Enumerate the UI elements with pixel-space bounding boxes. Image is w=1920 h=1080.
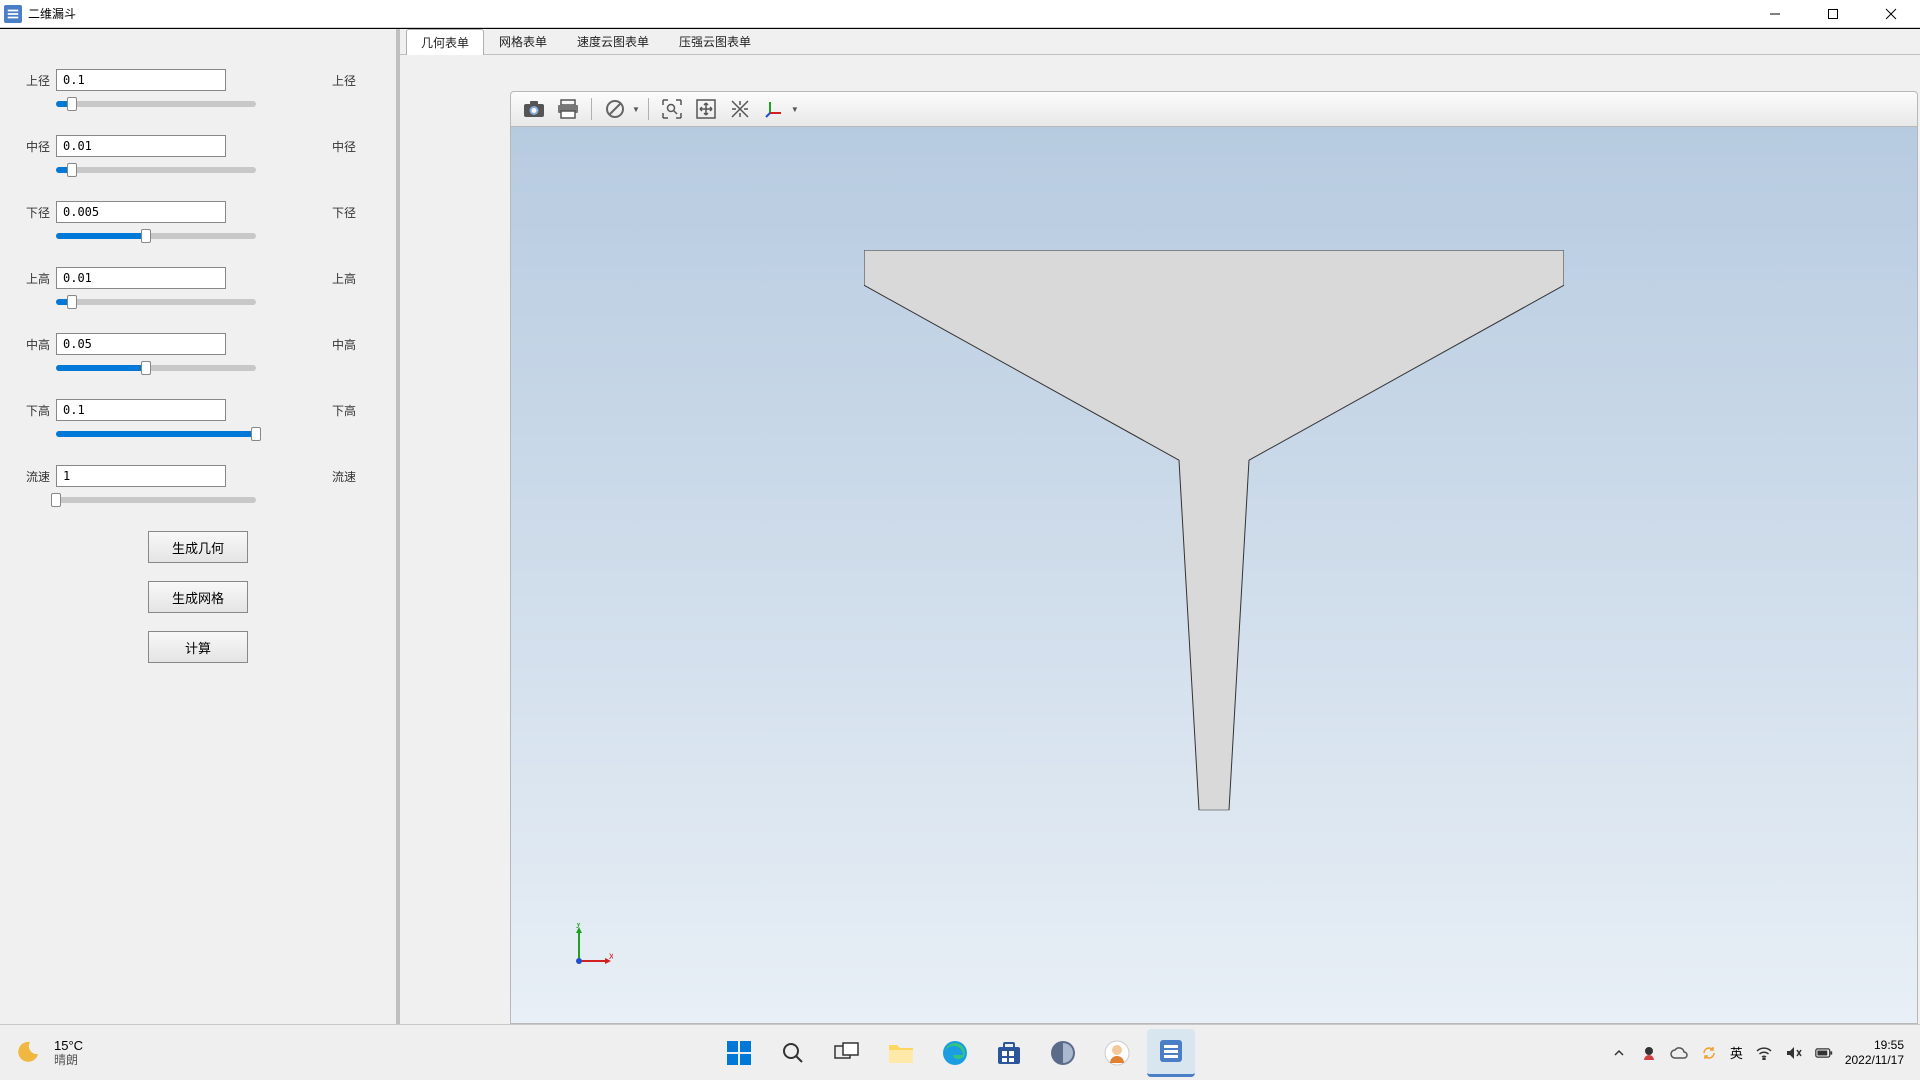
file-explorer-icon[interactable] [877, 1029, 925, 1077]
param-label: 流速 [20, 468, 50, 485]
param-slider-1[interactable] [56, 167, 256, 173]
param-label-right: 下径 [332, 204, 356, 221]
3d-viewport[interactable]: y x [510, 127, 1918, 1024]
param-slider-5[interactable] [56, 431, 256, 437]
param-slider-4[interactable] [56, 365, 256, 371]
param-label: 上高 [20, 270, 50, 287]
weather-widget[interactable]: 15°C 晴朗 [0, 1038, 300, 1068]
param-label-right: 中径 [332, 138, 356, 155]
param-label-right: 上径 [332, 72, 356, 89]
svg-text:x: x [609, 951, 613, 962]
search-button[interactable] [769, 1029, 817, 1077]
param-input-6[interactable] [56, 465, 226, 487]
svg-text:y: y [576, 923, 581, 929]
tab-3[interactable]: 压强云图表单 [664, 28, 766, 55]
edge-browser-icon[interactable] [931, 1029, 979, 1077]
sync-icon[interactable] [1700, 1044, 1718, 1062]
axis-orientation-icon[interactable] [759, 95, 789, 123]
tray-chevron-icon[interactable] [1610, 1044, 1628, 1062]
parameters-panel: 上径 上径 中径 中径 下径 下径 上高 上高 [0, 29, 400, 1024]
weather-description: 晴朗 [54, 1053, 83, 1067]
param-input-2[interactable] [56, 201, 226, 223]
param-label-right: 下高 [332, 402, 356, 419]
battery-icon[interactable] [1815, 1044, 1833, 1062]
fit-view-icon[interactable] [691, 95, 721, 123]
tab-1[interactable]: 网格表单 [484, 28, 562, 55]
axis-gizmo: y x [563, 923, 613, 973]
funnel-geometry [864, 250, 1564, 810]
tab-0[interactable]: 几何表单 [406, 29, 484, 56]
param-slider-6[interactable] [56, 497, 256, 503]
tab-2[interactable]: 速度云图表单 [562, 28, 664, 55]
tabs-bar: 几何表单网格表单速度云图表单压强云图表单 [400, 29, 1920, 55]
param-input-4[interactable] [56, 333, 226, 355]
clock-date: 2022/11/17 [1845, 1053, 1904, 1067]
clock[interactable]: 19:55 2022/11/17 [1845, 1038, 1904, 1067]
window-title: 二维漏斗 [28, 5, 76, 22]
param-input-0[interactable] [56, 69, 226, 91]
ime-indicator[interactable]: 英 [1730, 1044, 1743, 1062]
title-bar: 二维漏斗 [0, 0, 1920, 28]
param-label: 中径 [20, 138, 50, 155]
param-input-5[interactable] [56, 399, 226, 421]
close-button[interactable] [1862, 0, 1920, 28]
generate-mesh-button[interactable]: 生成网格 [148, 581, 248, 613]
param-label-right: 流速 [332, 468, 356, 485]
param-input-3[interactable] [56, 267, 226, 289]
maximize-button[interactable] [1804, 0, 1862, 28]
weather-temperature: 15°C [54, 1038, 83, 1054]
param-label-right: 上高 [332, 270, 356, 287]
dropdown-arrow-icon[interactable]: ▼ [632, 105, 640, 114]
viewer-toolbar: ▼ ▼ [510, 91, 1918, 127]
tray-app-icon[interactable] [1640, 1044, 1658, 1062]
param-slider-2[interactable] [56, 233, 256, 239]
param-label: 上径 [20, 72, 50, 89]
generate-geometry-button[interactable]: 生成几何 [148, 531, 248, 563]
camera-icon[interactable] [519, 95, 549, 123]
param-label: 中高 [20, 336, 50, 353]
app-icon [4, 5, 22, 23]
app-icon-2[interactable] [1093, 1029, 1141, 1077]
wifi-icon[interactable] [1755, 1044, 1773, 1062]
moon-icon [18, 1038, 46, 1066]
param-slider-3[interactable] [56, 299, 256, 305]
task-view-button[interactable] [823, 1029, 871, 1077]
compute-button[interactable]: 计算 [148, 631, 248, 663]
param-input-1[interactable] [56, 135, 226, 157]
volume-icon[interactable] [1785, 1044, 1803, 1062]
windows-taskbar: 15°C 晴朗 [0, 1024, 1920, 1080]
param-label: 下高 [20, 402, 50, 419]
current-app-taskbar-icon[interactable] [1147, 1029, 1195, 1077]
zoom-region-icon[interactable] [657, 95, 687, 123]
param-label: 下径 [20, 204, 50, 221]
app-icon-1[interactable] [1039, 1029, 1087, 1077]
onedrive-icon[interactable] [1670, 1044, 1688, 1062]
print-icon[interactable] [553, 95, 583, 123]
dropdown-arrow-icon[interactable]: ▼ [791, 105, 799, 114]
clock-time: 19:55 [1845, 1038, 1904, 1052]
reset-view-icon[interactable] [725, 95, 755, 123]
microsoft-store-icon[interactable] [985, 1029, 1033, 1077]
minimize-button[interactable] [1746, 0, 1804, 28]
param-slider-0[interactable] [56, 101, 256, 107]
cancel-icon[interactable] [600, 95, 630, 123]
param-label-right: 中高 [332, 336, 356, 353]
start-button[interactable] [715, 1029, 763, 1077]
